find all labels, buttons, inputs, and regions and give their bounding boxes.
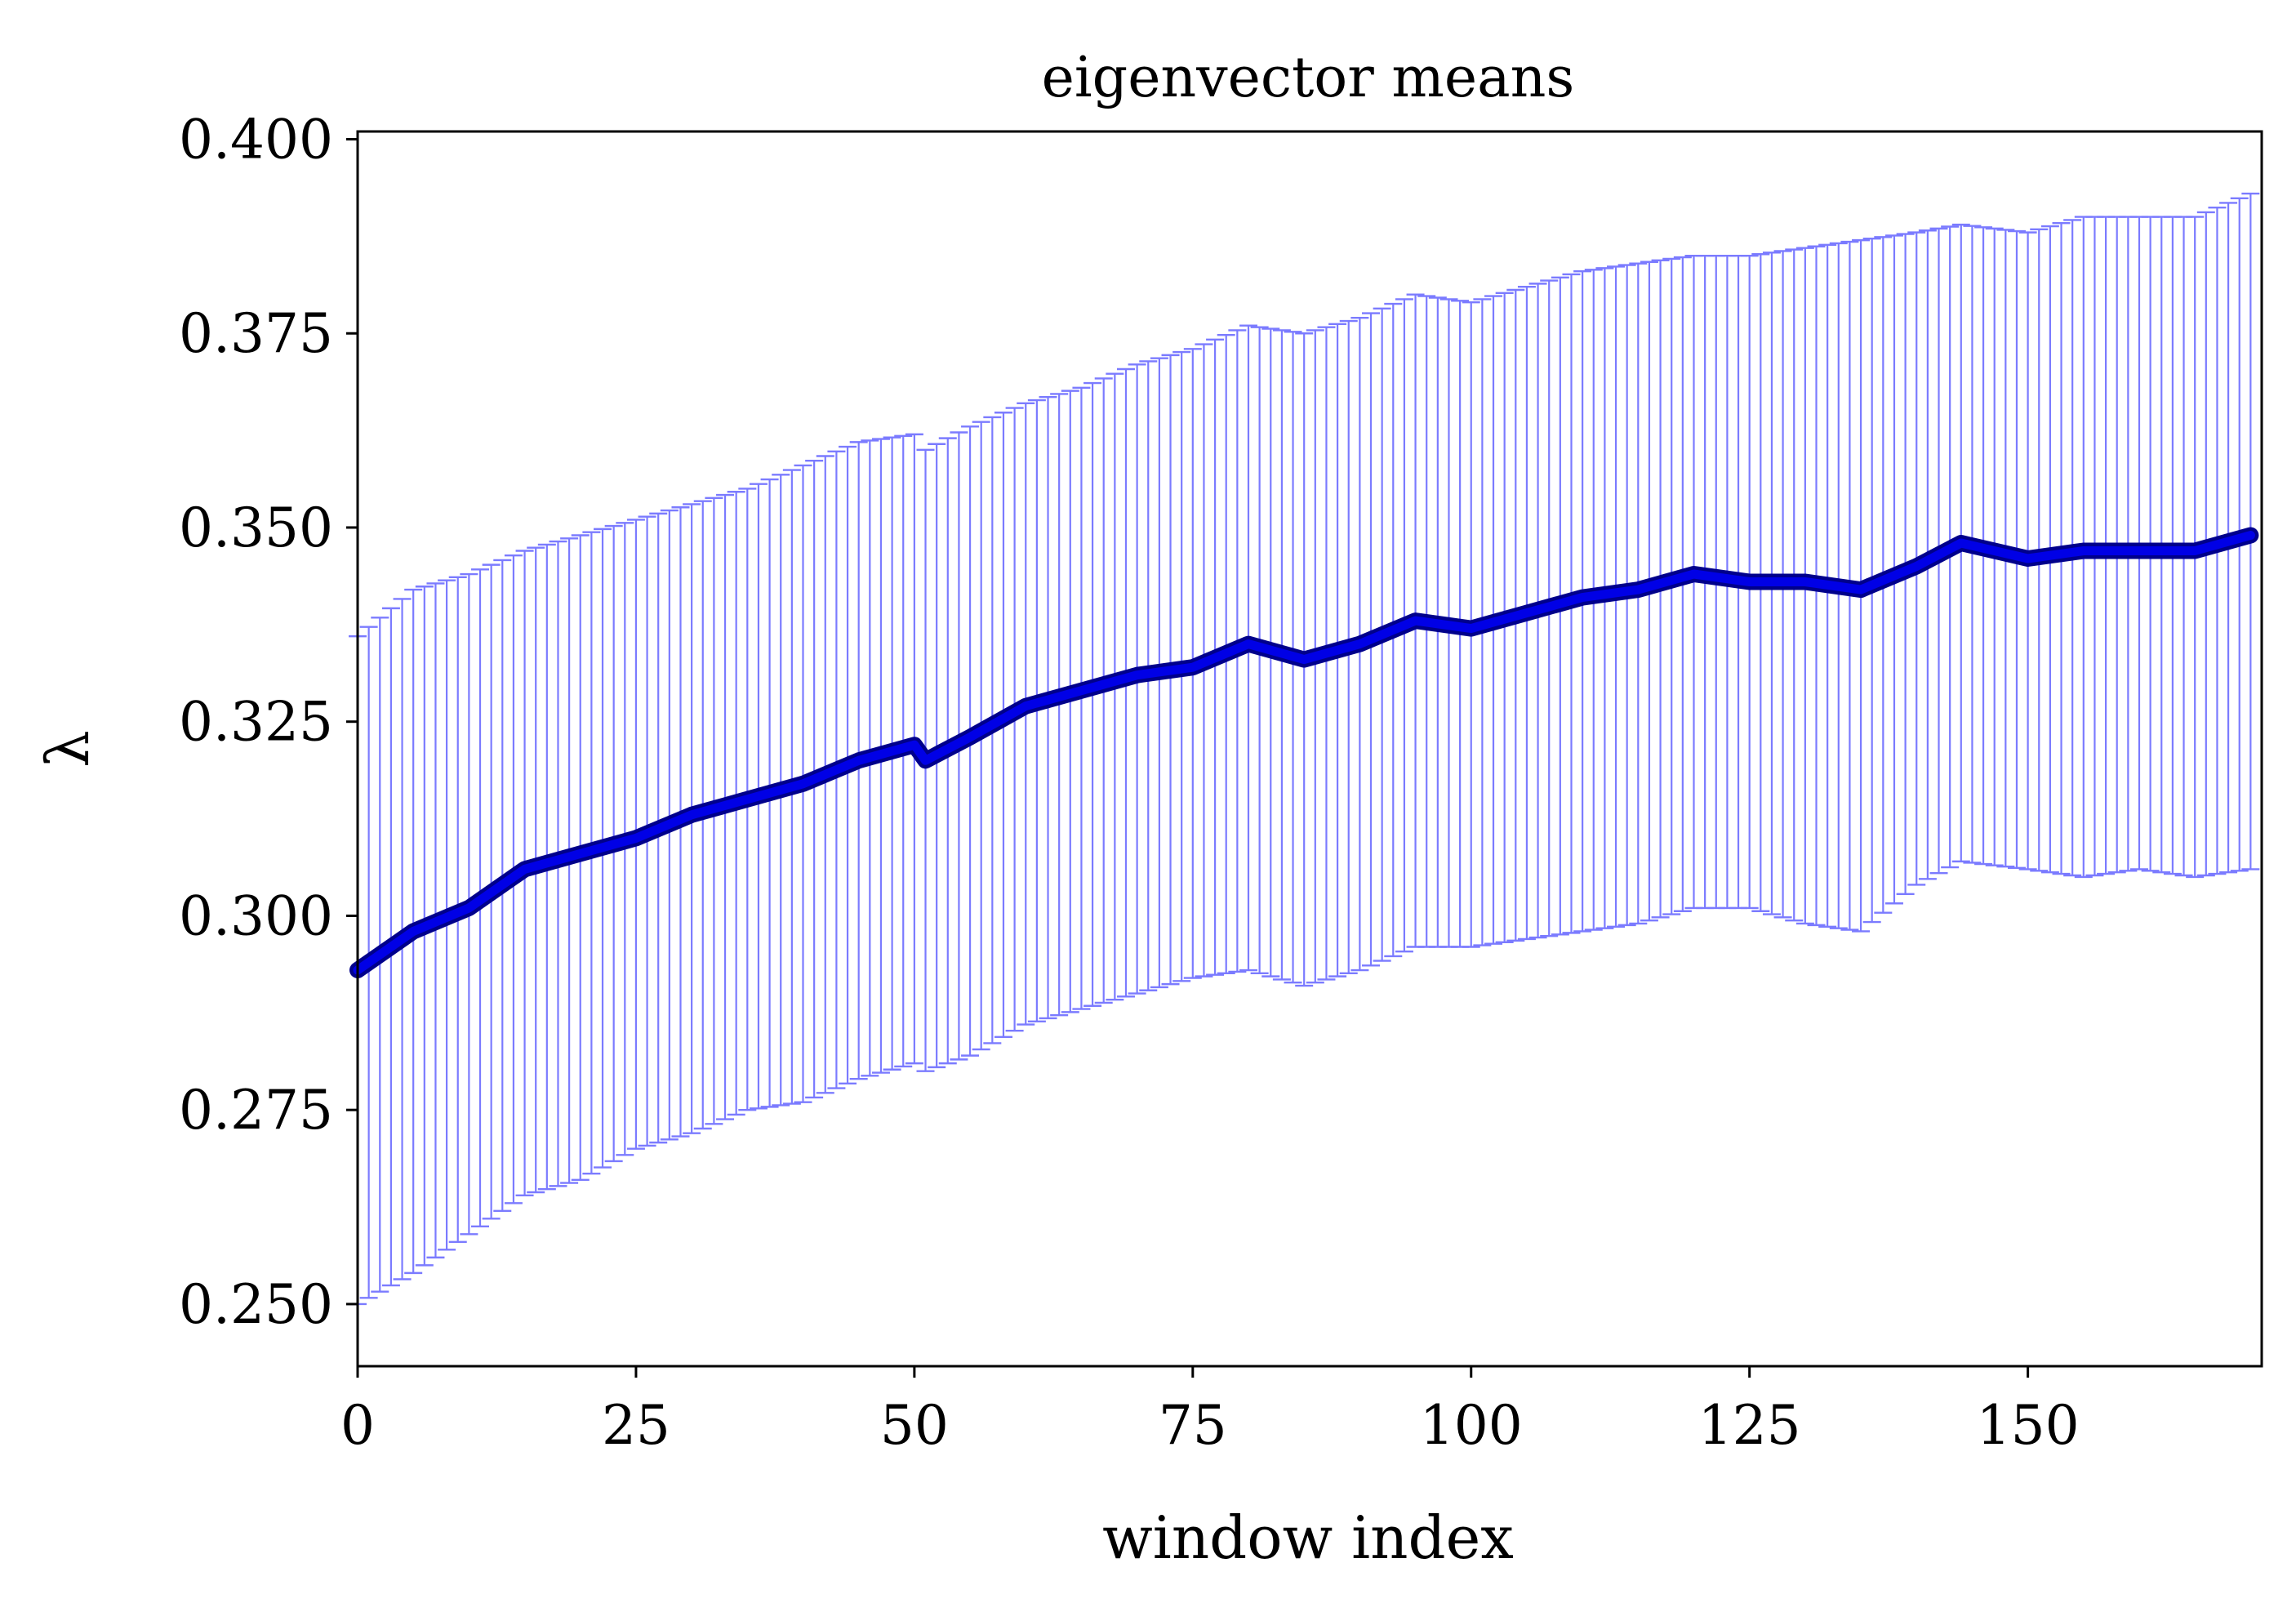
x-tick-label: 100	[1420, 1394, 1523, 1457]
y-tick-label: 0.250	[179, 1273, 333, 1336]
x-tick-label: 25	[602, 1394, 670, 1457]
mean-line	[353, 531, 2255, 975]
y-axis-label: λ	[33, 730, 102, 768]
y-tick-label: 0.275	[179, 1079, 333, 1142]
x-axis-label: window index	[1102, 1503, 1514, 1572]
y-tick-label: 0.400	[179, 109, 333, 171]
chart-title: eigenvector means	[1042, 46, 1575, 110]
x-tick-label: 50	[880, 1394, 949, 1457]
x-tick-label: 75	[1159, 1394, 1227, 1457]
mean-line-group	[349, 527, 2259, 978]
x-tick-label: 125	[1698, 1394, 1801, 1457]
x-tick-label: 0	[340, 1394, 375, 1457]
x-axis-ticks: 0 25 50 75 100 125 150	[340, 1366, 2080, 1457]
y-tick-label: 0.325	[179, 691, 333, 754]
y-tick-label: 0.300	[179, 884, 333, 947]
y-axis-ticks: 0.250 0.275 0.300 0.325 0.350 0.375 0.400	[179, 109, 358, 1336]
x-tick-label: 150	[1977, 1394, 2080, 1457]
y-tick-label: 0.375	[179, 302, 333, 365]
y-tick-label: 0.350	[179, 497, 333, 559]
plot-frame	[356, 130, 2263, 1368]
errorbar-caps	[349, 192, 2260, 1306]
